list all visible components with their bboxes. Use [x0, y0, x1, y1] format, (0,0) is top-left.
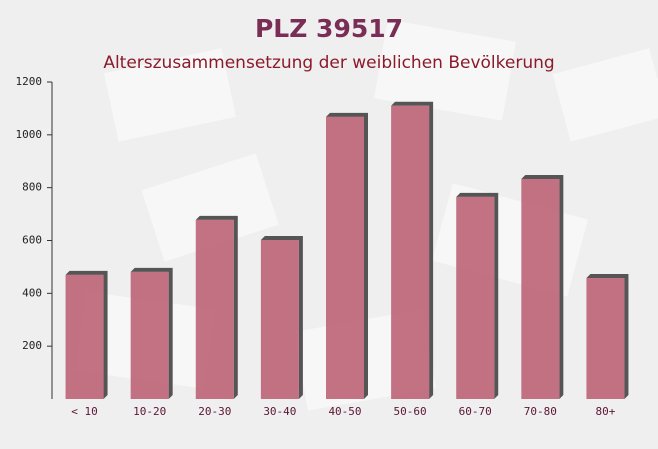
bar — [195, 219, 234, 399]
y-tick-label: 1000 — [16, 128, 43, 141]
y-tick-label: 800 — [22, 181, 42, 194]
bar — [260, 239, 299, 399]
x-tick-label: 30-40 — [263, 405, 296, 418]
bar — [586, 278, 625, 399]
bar — [326, 116, 364, 400]
bar — [391, 105, 430, 400]
bar — [65, 274, 104, 399]
y-tick-label: 400 — [22, 286, 42, 299]
x-tick-label: 50-60 — [394, 405, 427, 418]
chart-title: PLZ 39517 — [255, 14, 403, 43]
x-tick-label: 80+ — [596, 405, 616, 418]
chart-subtitle: Alterszusammensetzung der weiblichen Bev… — [103, 53, 554, 73]
x-tick-label: 10-20 — [133, 405, 166, 418]
x-tick-label: 60-70 — [459, 405, 492, 418]
bar — [130, 271, 169, 399]
x-tick-label: 20-30 — [198, 405, 231, 418]
y-tick-label: 1200 — [16, 75, 43, 88]
x-tick-label: < 10 — [71, 405, 98, 418]
y-tick-label: 600 — [22, 234, 42, 247]
x-tick-label: 40-50 — [328, 405, 361, 418]
bar — [521, 178, 560, 399]
x-tick-label: 70-80 — [524, 405, 557, 418]
bar — [456, 196, 495, 399]
y-tick-label: 200 — [22, 339, 42, 352]
